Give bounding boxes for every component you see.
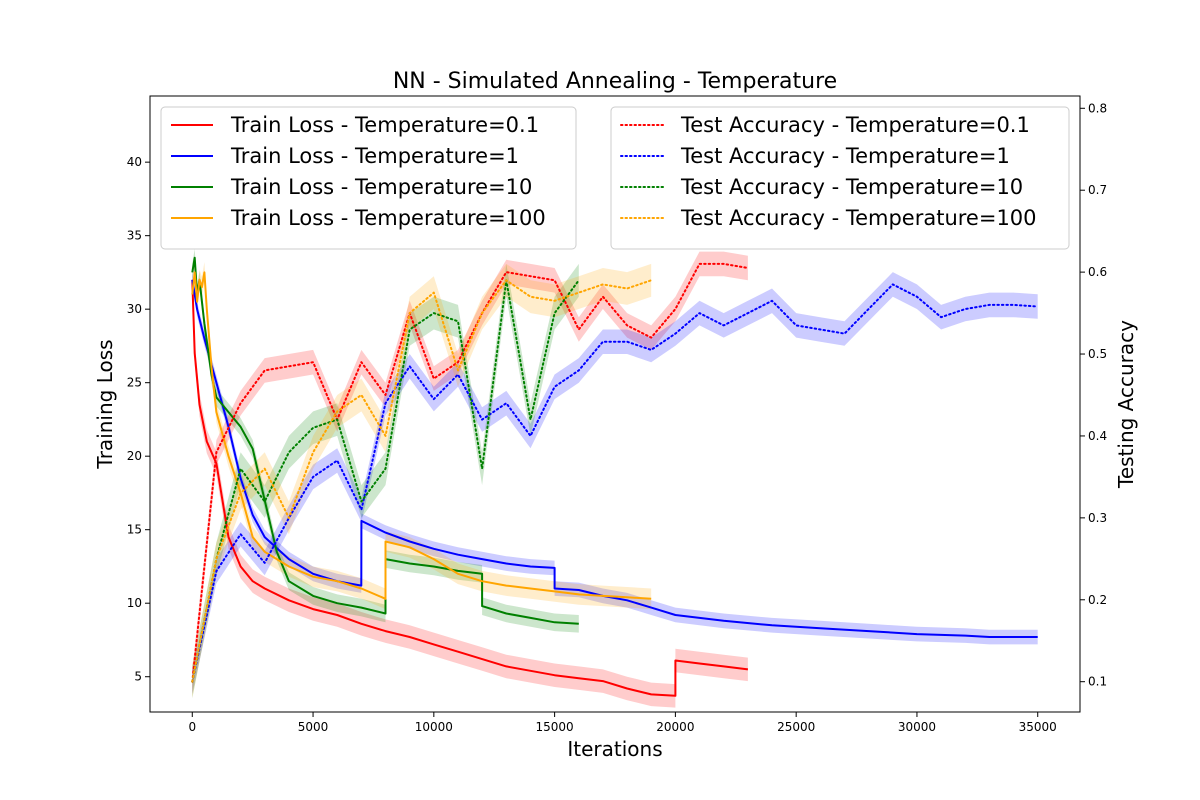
- x-tick-label: 5000: [298, 720, 329, 734]
- legend-label: Test Accuracy - Temperature=10: [680, 175, 1023, 199]
- legend-label: Test Accuracy - Temperature=0.1: [680, 113, 1030, 137]
- x-tick-label: 30000: [898, 720, 936, 734]
- line-train-loss-temperature-1: [191, 279, 1038, 638]
- line-test-accuracy-temperature-10: [191, 279, 580, 683]
- band-test-accuracy-temperature-0-1: [192, 251, 748, 694]
- y-left-tick-label: 20: [127, 449, 142, 463]
- line-test-accuracy-temperature-1: [191, 283, 1039, 683]
- band-train-loss-temperature-0-1: [192, 268, 748, 708]
- y-left-tick-label: 5: [134, 670, 142, 684]
- line-test-accuracy-temperature-0-1: [191, 262, 749, 683]
- band-test-accuracy-temperature-1: [192, 272, 1038, 694]
- legend-test-accuracy: Test Accuracy - Temperature=0.1 Test Accu…: [610, 106, 1070, 250]
- line-train-loss-temperature-100: [191, 271, 652, 600]
- y-axis-right: 0.1 0.2 0.3 0.4 0.5 0.6 0.7 0.8: [1080, 101, 1107, 689]
- y-left-tick-label: 40: [127, 155, 142, 169]
- y-axis-left: 5 10 15 20 25 30 35 40: [127, 155, 150, 684]
- line-train-loss-temperature-10: [191, 256, 579, 625]
- x-tick-label: 0: [188, 720, 196, 734]
- legend-label: Train Loss - Temperature=10: [230, 175, 532, 199]
- y-axis-right-title: Testing Accuracy: [1114, 320, 1138, 489]
- chart-title: NN - Simulated Annealing - Temperature: [393, 69, 837, 94]
- legend-box: [160, 106, 577, 250]
- line-test-accuracy-temperature-100: [191, 279, 653, 683]
- x-tick-label: 10000: [415, 720, 453, 734]
- y-right-tick-label: 0.7: [1088, 183, 1107, 197]
- line-train-loss-temperature-0-1: [191, 279, 749, 697]
- y-right-tick-label: 0.3: [1088, 511, 1107, 525]
- y-axis-left-title: Training Loss: [93, 339, 117, 469]
- y-right-tick-label: 0.6: [1088, 265, 1107, 279]
- x-tick-label: 25000: [777, 720, 815, 734]
- x-tick-label: 15000: [536, 720, 574, 734]
- series-lines: [191, 256, 1039, 697]
- legend-label: Test Accuracy - Temperature=100: [680, 206, 1037, 230]
- x-axis: 0 5000 10000 15000 20000 25000 30000 35000: [188, 712, 1057, 734]
- y-left-tick-label: 35: [127, 229, 142, 243]
- legend-train-loss: Train Loss - Temperature=0.1 Train Loss -…: [160, 106, 577, 250]
- y-right-tick-label: 0.5: [1088, 347, 1107, 361]
- x-axis-title: Iterations: [567, 737, 662, 761]
- y-left-tick-label: 25: [127, 376, 142, 390]
- band-test-accuracy-temperature-10: [192, 263, 579, 699]
- y-right-tick-label: 0.8: [1088, 101, 1107, 115]
- y-right-tick-label: 0.4: [1088, 429, 1107, 443]
- confidence-bands: [192, 248, 1038, 708]
- y-right-tick-label: 0.1: [1088, 675, 1107, 689]
- x-tick-label: 35000: [1019, 720, 1057, 734]
- plot-frame: [149, 95, 1081, 713]
- y-left-tick-label: 15: [127, 523, 142, 537]
- y-left-tick-label: 10: [127, 596, 142, 610]
- legend-label: Train Loss - Temperature=100: [230, 206, 546, 230]
- y-left-tick-label: 30: [127, 302, 142, 316]
- y-right-tick-label: 0.2: [1088, 593, 1107, 607]
- legend-label: Test Accuracy - Temperature=1: [680, 144, 1010, 168]
- legend-label: Train Loss - Temperature=1: [230, 144, 519, 168]
- x-tick-label: 20000: [656, 720, 694, 734]
- legend-box: [610, 106, 1070, 250]
- legend-label: Train Loss - Temperature=0.1: [230, 113, 539, 137]
